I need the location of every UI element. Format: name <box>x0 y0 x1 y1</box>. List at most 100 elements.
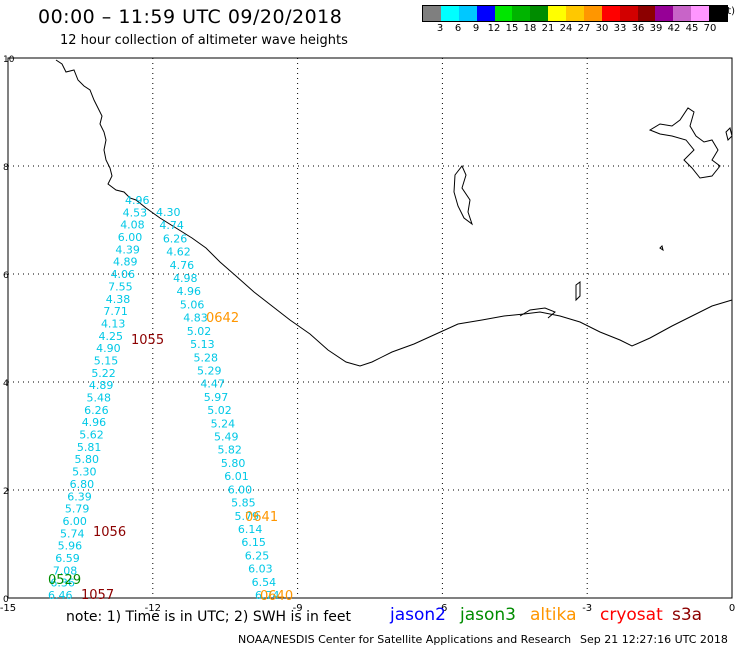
x-tick-label: 0 <box>729 603 735 614</box>
wave-height-value: 6.54 <box>252 576 277 589</box>
legend-swatch <box>583 6 602 21</box>
legend-tick-label: 3 <box>436 23 444 34</box>
y-axis-labels: 0 2 4 6 8 10 <box>3 55 15 605</box>
pass-time-label: 0529 <box>48 573 81 588</box>
wave-height-value: 6.36 <box>50 577 75 590</box>
map-grid <box>8 58 732 598</box>
wave-height-value: 5.81 <box>77 441 102 454</box>
wave-height-value: 6.26 <box>84 404 109 417</box>
legend-tick-label: 70 <box>703 23 717 34</box>
map-subtitle: 12 hour collection of altimeter wave hei… <box>60 33 348 48</box>
wave-height-value: 4.90 <box>96 342 121 355</box>
legend-tick-label: 33 <box>613 23 627 34</box>
legend-swatch <box>619 6 638 21</box>
wave-height-value: 6.15 <box>241 536 266 549</box>
wave-height-value: 4.25 <box>99 330 124 343</box>
legend-tick-label: 27 <box>577 23 591 34</box>
legend-swatch <box>548 6 566 21</box>
wave-height-value: 6.46 <box>48 589 73 602</box>
legend-swatch <box>530 6 549 21</box>
wave-height-value: 5.79 <box>235 510 260 523</box>
pass-time-label: 1055 <box>131 333 164 348</box>
y-tick-label: 10 <box>3 55 15 65</box>
legend-tick-label: 6 <box>454 23 462 34</box>
wave-height-value: 4.13 <box>101 317 126 330</box>
wave-height-value: 5.85 <box>231 497 256 510</box>
color-legend: 3 6 9 12 15 18 21 24 27 30 33 36 39 42 45 70 (ft) <box>422 5 735 36</box>
wave-height-value: 4.53 <box>123 206 148 219</box>
legend-tick-label: 12 <box>487 23 501 34</box>
wave-height-value: 7.55 <box>108 280 133 293</box>
wave-height-value: 5.74 <box>60 527 85 540</box>
legend-color-bar <box>422 5 728 22</box>
wave-height-value: 4.30 <box>156 206 181 219</box>
map-title: 00:00 – 11:59 UTC 09/20/2018 <box>38 6 343 28</box>
y-tick-label: 0 <box>3 595 9 605</box>
y-tick-label: 8 <box>3 163 9 173</box>
x-tick-label: -6 <box>437 603 447 614</box>
wave-height-value: 5.02 <box>207 404 232 417</box>
credit-text: NOAA/NESDIS Center for Satellite Applica… <box>238 633 572 646</box>
wave-height-value: 6.00 <box>118 231 143 244</box>
pass-time-label: 1057 <box>81 588 114 603</box>
wave-height-value: 5.96 <box>58 540 83 553</box>
pass-time-label: 0642 <box>206 311 239 326</box>
legend-swatch <box>691 6 709 21</box>
wave-height-value: 6.25 <box>245 549 269 562</box>
wave-height-value: 5.29 <box>197 364 222 377</box>
legend-swatch <box>423 6 441 21</box>
wave-height-value: 6.74 <box>255 589 280 602</box>
wave-height-value: 4.96 <box>176 285 201 298</box>
wave-height-value: 4.47 <box>200 378 225 391</box>
x-tick-label: -9 <box>293 603 303 614</box>
altimeter-tracks: 4.964.534.086.004.394.894.067.554.387.71… <box>48 194 280 602</box>
wave-height-value: 6.00 <box>228 483 253 496</box>
legend-tick-label: 39 <box>649 23 663 34</box>
wave-height-value: 5.79 <box>65 503 90 516</box>
wave-height-value: 4.38 <box>106 293 131 306</box>
legend-swatch <box>637 6 656 21</box>
legend-tick-label: 42 <box>667 23 681 34</box>
y-tick-label: 6 <box>3 271 9 281</box>
wave-height-value: 5.48 <box>87 392 112 405</box>
wave-height-value: 5.28 <box>194 351 219 364</box>
wave-height-value: 4.62 <box>166 246 191 259</box>
legend-swatch <box>476 6 495 21</box>
wave-height-value: 4.89 <box>113 256 138 269</box>
legend-unit: (ft) <box>720 6 736 17</box>
y-tick-label: 4 <box>3 379 9 389</box>
satellite-label: altika <box>530 605 577 625</box>
legend-swatch <box>566 6 584 21</box>
legend-tick-label: 36 <box>631 23 645 34</box>
wave-height-value: 6.39 <box>67 490 92 503</box>
x-axis-labels: -15 -12 -9 -6 -3 0 <box>0 603 735 614</box>
legend-tick-label: 30 <box>595 23 609 34</box>
legend-swatch <box>512 6 531 21</box>
satellite-label: s3a <box>672 605 703 625</box>
wave-height-value: 4.96 <box>82 416 107 429</box>
satellite-label: jason2 <box>390 605 446 625</box>
wave-height-value: 5.49 <box>214 431 239 444</box>
pass-time-label: 0641 <box>245 510 278 525</box>
legend-tick-label: 45 <box>685 23 699 34</box>
pass-time-label: 0640 <box>260 589 293 604</box>
legend-swatch <box>440 6 459 21</box>
wave-height-value: 4.83 <box>183 312 208 325</box>
wave-height-value: 7.08 <box>53 564 78 577</box>
wave-height-value: 5.06 <box>180 298 205 311</box>
wave-height-value: 5.97 <box>204 391 229 404</box>
x-tick-label: -12 <box>145 603 161 614</box>
wave-height-value: 4.89 <box>89 379 114 392</box>
wave-height-value: 4.74 <box>159 219 184 232</box>
legend-swatch <box>494 6 513 21</box>
footer-note: note: 1) Time is in UTC; 2) SWH is in fe… <box>66 609 352 625</box>
wave-height-value: 5.02 <box>187 325 212 338</box>
x-tick-label: -3 <box>582 603 592 614</box>
wave-height-value: 5.62 <box>79 429 104 442</box>
legend-tick-label: 9 <box>472 23 480 34</box>
wave-height-value: 4.39 <box>115 243 140 256</box>
legend-tick-label: 21 <box>541 23 555 34</box>
wave-height-value: 6.80 <box>70 478 95 491</box>
timestamp-text: Sep 21 12:27:16 UTC 2018 <box>580 633 728 646</box>
